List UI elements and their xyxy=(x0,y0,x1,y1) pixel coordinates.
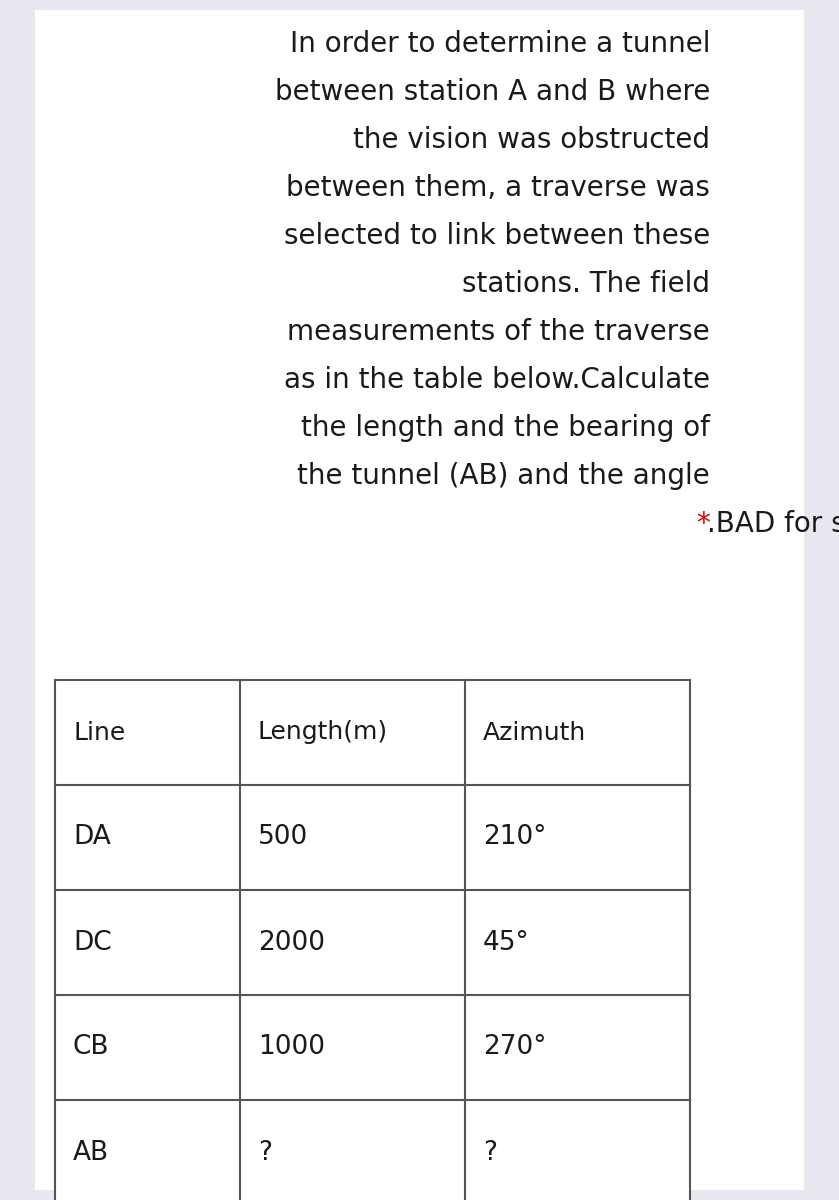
Text: between them, a traverse was: between them, a traverse was xyxy=(286,174,710,202)
Text: 270°: 270° xyxy=(483,1034,546,1061)
Text: as in the table below.Calculate: as in the table below.Calculate xyxy=(284,366,710,394)
Text: between station A and B where: between station A and B where xyxy=(274,78,710,106)
Text: the vision was obstructed: the vision was obstructed xyxy=(353,126,710,154)
Text: the tunnel (AB) and the angle: the tunnel (AB) and the angle xyxy=(297,462,710,490)
Text: *: * xyxy=(696,510,710,538)
Text: 500: 500 xyxy=(258,824,308,851)
Text: ?: ? xyxy=(258,1140,272,1165)
Text: AB: AB xyxy=(73,1140,109,1165)
Text: ?: ? xyxy=(483,1140,497,1165)
Text: DA: DA xyxy=(73,824,111,851)
Text: DC: DC xyxy=(73,930,112,955)
Text: In order to determine a tunnel: In order to determine a tunnel xyxy=(289,30,710,58)
FancyBboxPatch shape xyxy=(35,10,804,1190)
Text: 45°: 45° xyxy=(483,930,529,955)
Text: Line: Line xyxy=(73,720,125,744)
Text: stations. The field: stations. The field xyxy=(462,270,710,298)
Text: Azimuth: Azimuth xyxy=(483,720,586,744)
Text: CB: CB xyxy=(73,1034,110,1061)
Text: 1000: 1000 xyxy=(258,1034,325,1061)
Bar xyxy=(55,680,690,1200)
Text: Length(m): Length(m) xyxy=(258,720,388,744)
Text: 210°: 210° xyxy=(483,824,546,851)
Text: measurements of the traverse: measurements of the traverse xyxy=(287,318,710,346)
Text: .BAD for setting it out: .BAD for setting it out xyxy=(698,510,839,538)
Text: selected to link between these: selected to link between these xyxy=(284,222,710,250)
Text: the length and the bearing of: the length and the bearing of xyxy=(301,414,710,442)
Text: 2000: 2000 xyxy=(258,930,325,955)
